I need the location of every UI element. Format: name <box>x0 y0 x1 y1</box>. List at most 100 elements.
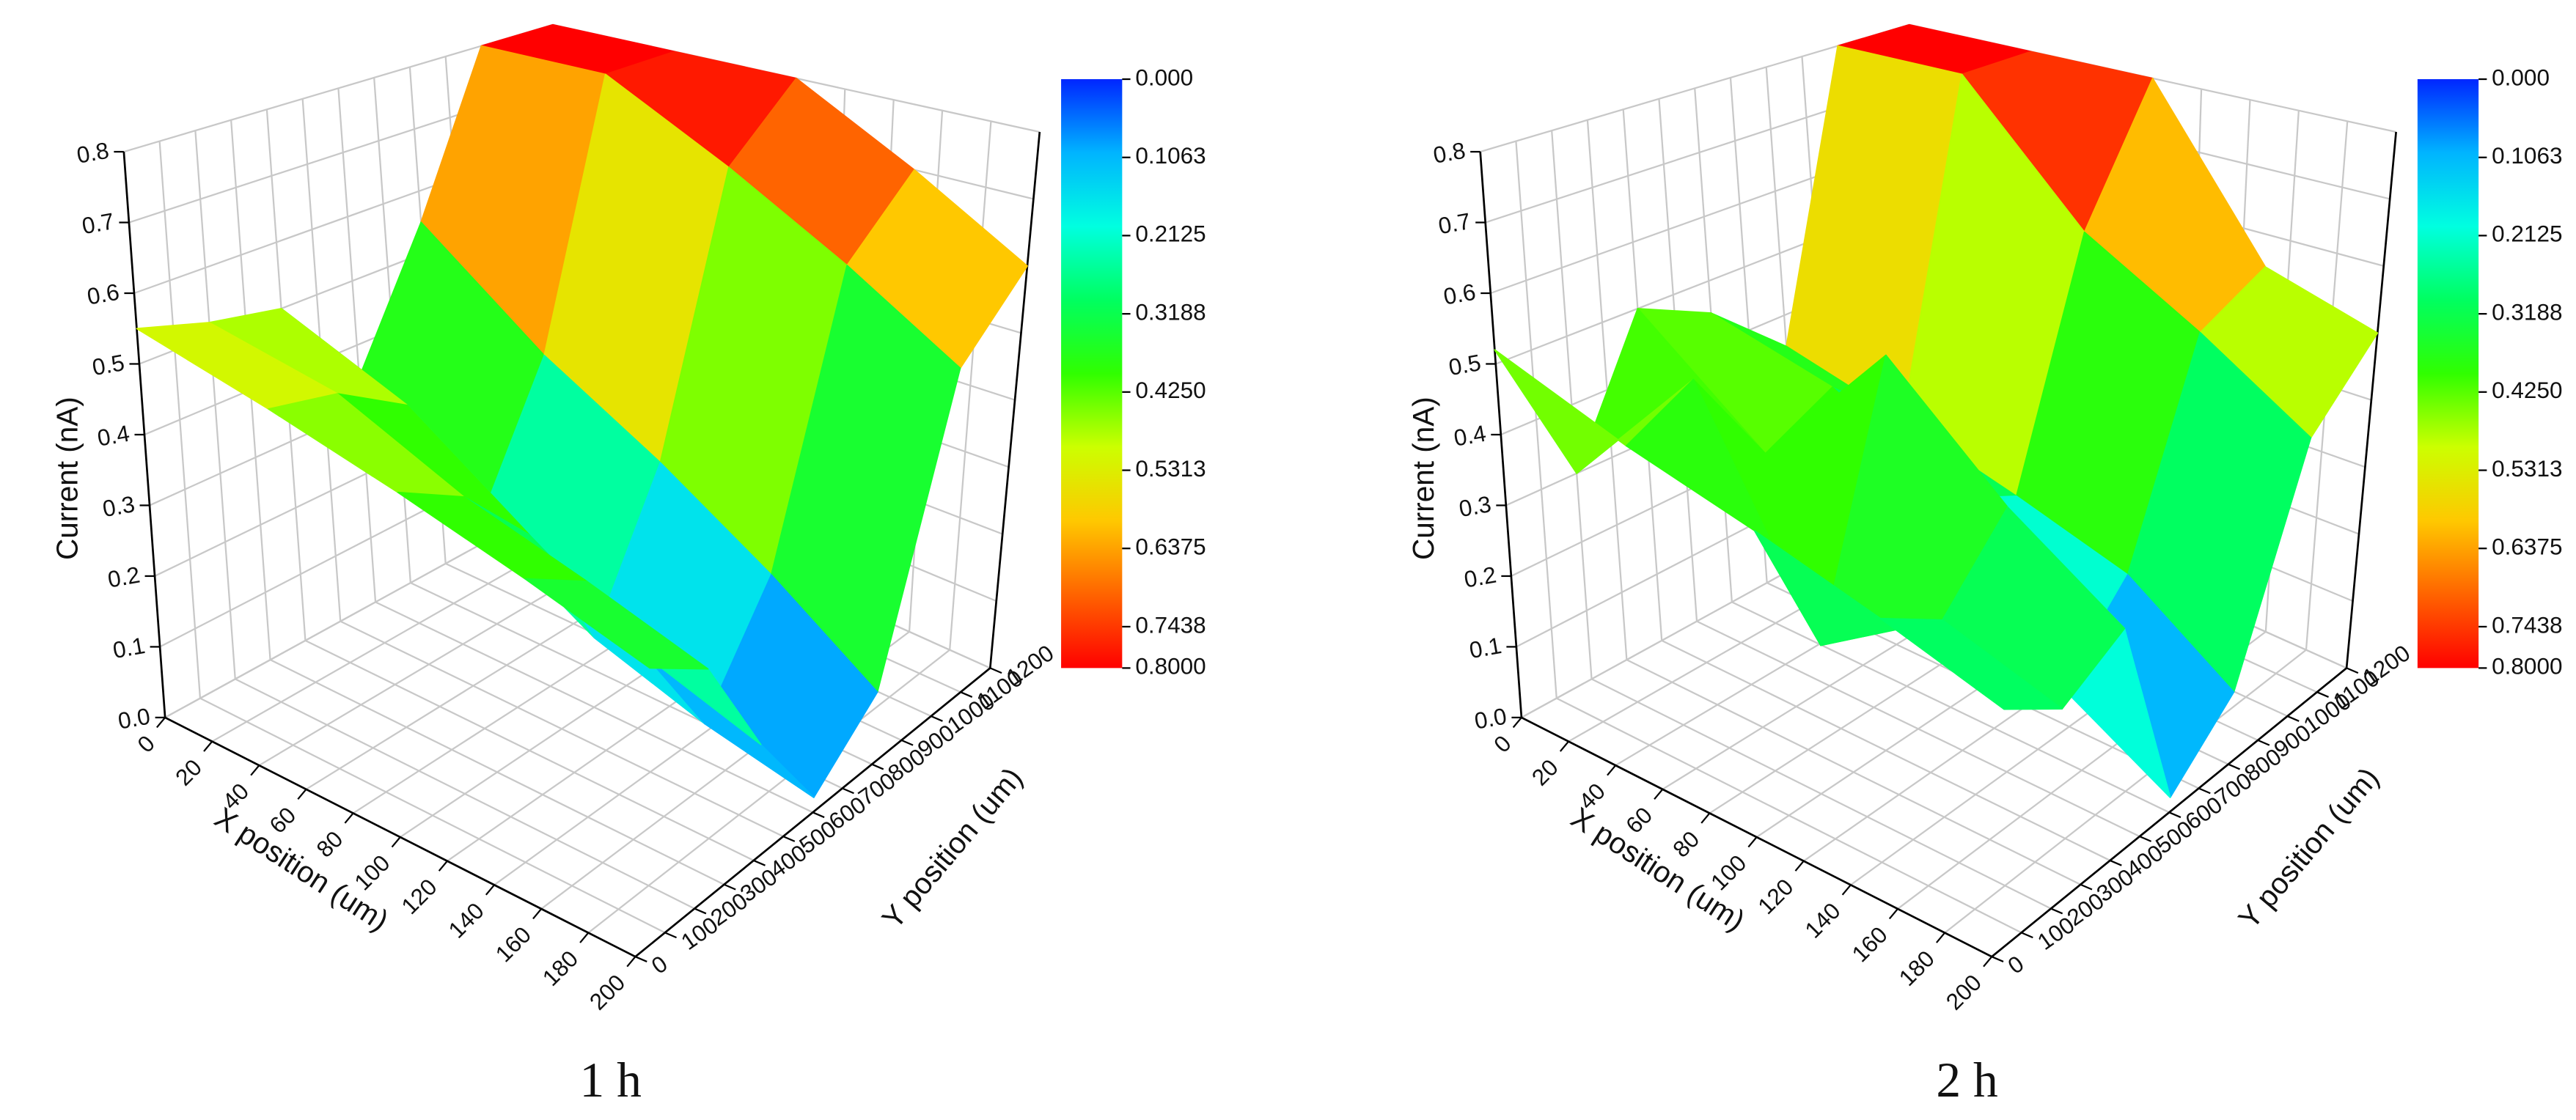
colorbar-tick-label: 0.5313 <box>2492 455 2562 482</box>
y-tick <box>2139 836 2152 842</box>
axis-line <box>2345 131 2397 668</box>
x-tick <box>156 717 166 729</box>
x-tick <box>297 789 307 800</box>
z-tick-label: 0.5 <box>1447 349 1483 380</box>
colorbar <box>1061 79 1123 668</box>
y-tick <box>635 956 647 962</box>
x-tick-label: 20 <box>170 754 207 790</box>
z-tick-label: 0.7 <box>80 207 116 239</box>
colorbar-tick-label: 0.7438 <box>2492 611 2562 638</box>
x-tick <box>1747 836 1758 848</box>
x-tick <box>438 860 448 872</box>
caption: 1 h <box>580 1053 642 1108</box>
y-tick <box>2287 715 2300 722</box>
z-tick-label: 0.5 <box>90 349 126 380</box>
y-tick <box>960 691 973 699</box>
x-tick <box>1559 740 1569 752</box>
y-tick-label: 0 <box>647 950 672 979</box>
y-tick <box>842 787 854 795</box>
colorbar-tick-label: 0.2125 <box>1135 221 1206 247</box>
x-tick-label: 20 <box>1527 754 1563 790</box>
z-tick-label: 0.2 <box>1462 561 1498 593</box>
x-tick <box>250 765 260 776</box>
x-tick-label: 140 <box>443 897 489 943</box>
z-tick-label: 0.3 <box>100 490 136 522</box>
x-tick <box>1888 908 1898 920</box>
z-tick-label: 0.8 <box>1431 137 1467 169</box>
x-tick-label: 140 <box>1799 897 1846 943</box>
surface-cell <box>524 578 709 670</box>
x-tick <box>626 956 636 968</box>
y-tick <box>2050 907 2063 915</box>
x-tick <box>485 884 495 896</box>
x-tick <box>1841 884 1852 896</box>
y-tick <box>664 932 677 939</box>
z-tick-label: 0.7 <box>1436 207 1472 239</box>
z-tick-label: 0.0 <box>1472 703 1508 734</box>
x-tick-label: 180 <box>1893 945 1940 991</box>
colorbar <box>2417 79 2479 668</box>
x-tick-label: 160 <box>490 921 536 968</box>
colorbar-tick-label: 0.000 <box>1135 64 1193 90</box>
x-tick-label: 160 <box>1846 921 1893 968</box>
y-tick <box>989 667 1002 674</box>
grid-line <box>1944 649 2307 934</box>
axis-line <box>634 667 991 958</box>
x-tick <box>1512 717 1522 729</box>
z-tick-label: 0.1 <box>1467 632 1503 663</box>
y-tick <box>2021 932 2033 939</box>
colorbar-tick-label: 0.1063 <box>1135 142 1206 169</box>
x-tick <box>391 836 401 848</box>
y-tick <box>900 739 914 746</box>
surface-chart: 0.00.10.20.30.40.50.60.70.80204060801001… <box>50 23 1206 1108</box>
colorbar-tick-label: 0.4250 <box>2492 377 2562 403</box>
y-tick <box>2346 667 2359 674</box>
colorbar-tick-label: 0.8000 <box>1135 653 1206 679</box>
colorbar-tick-label: 0.000 <box>2492 64 2550 90</box>
x-tick-label: 120 <box>1753 874 1799 920</box>
y-tick <box>2110 859 2122 866</box>
z-tick-label: 0.4 <box>1452 420 1488 452</box>
y-tick <box>2316 691 2329 699</box>
x-tick <box>344 812 354 824</box>
x-tick <box>1700 812 1711 824</box>
colorbar-tick-label: 0.5313 <box>1135 455 1206 482</box>
z-axis-label: Current (nA) <box>50 397 84 560</box>
y-tick <box>1991 956 2004 962</box>
x-tick-label: 120 <box>396 874 442 920</box>
z-tick-label: 0.1 <box>111 632 147 663</box>
colorbar-tick-label: 0.3188 <box>1135 298 1206 325</box>
y-tick <box>694 907 707 915</box>
y-tick <box>2257 739 2270 746</box>
colorbar-tick-label: 0.6375 <box>2492 534 2562 560</box>
x-tick-label: 80 <box>1667 825 1704 862</box>
y-tick <box>812 811 825 819</box>
y-tick <box>871 763 884 770</box>
x-tick-label: 200 <box>584 969 631 1015</box>
x-tick <box>1607 765 1617 776</box>
caption: 2 h <box>1936 1053 1997 1108</box>
x-tick <box>1983 956 1993 968</box>
x-tick-label: 80 <box>311 825 348 862</box>
y-tick <box>2228 763 2241 770</box>
y-tick <box>753 859 766 866</box>
x-tick <box>532 908 543 920</box>
y-tick <box>782 836 796 842</box>
colorbar-tick-label: 0.2125 <box>2492 221 2562 247</box>
x-tick <box>579 932 590 943</box>
x-tick <box>1936 932 1946 943</box>
z-tick-label: 0.0 <box>116 703 152 734</box>
surface-cell <box>1879 617 2063 710</box>
surface-chart: 0.00.10.20.30.40.50.60.70.80204060801001… <box>1406 23 2563 1108</box>
x-tick-label: 200 <box>1940 969 1986 1015</box>
z-axis-label: Current (nA) <box>1406 397 1440 560</box>
colorbar-tick-label: 0.6375 <box>1135 534 1206 560</box>
z-tick-label: 0.6 <box>1442 279 1478 310</box>
colorbar-tick-label: 0.8000 <box>2492 653 2562 679</box>
axis-line <box>988 131 1041 668</box>
y-tick <box>2168 811 2181 819</box>
z-tick-label: 0.4 <box>95 420 131 452</box>
x-tick <box>1794 860 1805 872</box>
y-tick <box>723 883 736 891</box>
